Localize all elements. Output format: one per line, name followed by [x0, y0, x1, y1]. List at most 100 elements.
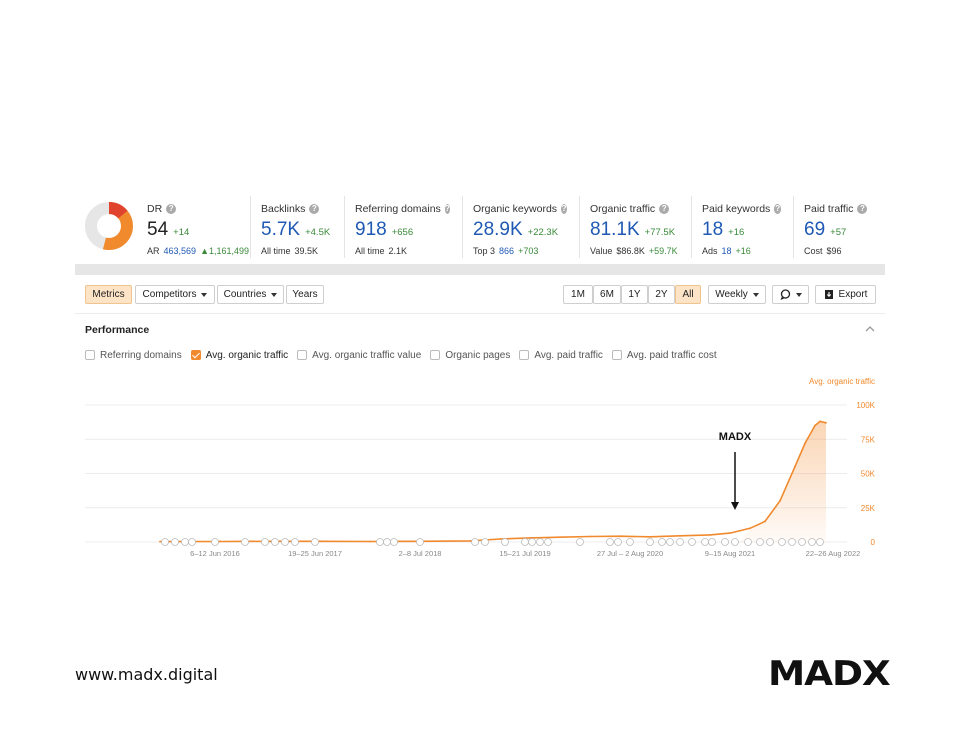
annotation-marker[interactable] [171, 538, 179, 546]
backlinks-value[interactable]: 5.7K [261, 219, 301, 240]
range-all[interactable]: All [675, 285, 701, 304]
range-1m[interactable]: 1M [563, 285, 593, 304]
checkbox-organic-pages[interactable]: Organic pages [430, 350, 510, 361]
annotation-marker[interactable] [766, 538, 774, 546]
annotation-marker[interactable] [788, 538, 796, 546]
checkbox-avg-paid-traffic-cost[interactable]: Avg. paid traffic cost [611, 350, 717, 361]
annotation-marker[interactable] [481, 538, 489, 546]
data-point [219, 540, 221, 543]
backlinks-sub-value: 39.5K [294, 246, 319, 256]
annotation-marker[interactable] [536, 538, 544, 546]
checkbox-box[interactable] [519, 350, 530, 360]
annotation-marker[interactable] [778, 538, 786, 546]
annotation-marker[interactable] [528, 538, 536, 546]
annotation-marker[interactable] [181, 538, 189, 546]
annotation-marker[interactable] [390, 538, 398, 546]
referring-domains-value[interactable]: 918 [355, 219, 387, 240]
annotation-marker[interactable] [701, 538, 709, 546]
annotation-marker[interactable] [501, 538, 509, 546]
annotation-marker[interactable] [666, 538, 674, 546]
annotation-marker[interactable] [688, 538, 696, 546]
organic-traffic-value[interactable]: 81.1K [590, 219, 640, 240]
annotation-marker[interactable] [676, 538, 684, 546]
checkbox-box[interactable] [297, 350, 308, 360]
top3-value[interactable]: 866 [499, 246, 515, 256]
chevron-up-icon[interactable] [864, 323, 876, 335]
annotation-marker[interactable] [614, 538, 622, 546]
checkbox-box-checked[interactable] [190, 350, 201, 360]
annotation-marker[interactable] [721, 538, 729, 546]
annotation-marker[interactable] [521, 538, 529, 546]
y-tick-label: 50K [861, 470, 876, 479]
annotation-marker[interactable] [311, 538, 319, 546]
paid-keywords-label: Paid keywords [702, 203, 771, 215]
organic-traffic-label: Organic traffic [590, 203, 656, 215]
interval-select[interactable]: Weekly [708, 285, 766, 304]
annotation-marker[interactable] [211, 538, 219, 546]
annotation-marker[interactable] [646, 538, 654, 546]
tab-years[interactable]: Years [286, 285, 324, 304]
range-all-label: All [682, 289, 694, 300]
range-6m[interactable]: 6M [593, 285, 621, 304]
annotation-marker[interactable] [161, 538, 169, 546]
annotation-marker[interactable] [416, 538, 424, 546]
annotation-marker[interactable] [798, 538, 806, 546]
help-icon[interactable]: ? [857, 204, 868, 214]
annotation-marker[interactable] [188, 538, 196, 546]
checkbox-box[interactable] [611, 350, 622, 360]
range-1y[interactable]: 1Y [621, 285, 648, 304]
organic-keywords-value[interactable]: 28.9K [473, 219, 523, 240]
annotation-marker[interactable] [731, 538, 739, 546]
checkbox-avg-paid-traffic[interactable]: Avg. paid traffic [519, 350, 603, 361]
annotation-marker[interactable] [281, 538, 289, 546]
ads-value[interactable]: 18 [721, 246, 732, 256]
annotation-marker[interactable] [471, 538, 479, 546]
export-button[interactable]: Export [815, 285, 876, 304]
metric-organic-keywords[interactable]: Organic keywords? 28.9K +22.3K Top 3 866 +7… [463, 196, 580, 258]
ar-value[interactable]: 463,569 [163, 246, 197, 256]
metric-dr[interactable]: DR? 54 +14 AR 463,569 ▲1,161,499 [137, 196, 251, 258]
annotation-marker[interactable] [708, 538, 716, 546]
paid-traffic-value[interactable]: 69 [804, 219, 826, 240]
metric-paid-keywords[interactable]: Paid keywords? 18 +16 Ads 18 +16 [692, 196, 794, 258]
checkbox-box[interactable] [85, 350, 95, 360]
annotation-marker[interactable] [271, 538, 279, 546]
annotation-marker[interactable] [816, 538, 824, 546]
annotation-marker[interactable] [658, 538, 666, 546]
annotation-marker[interactable] [383, 538, 391, 546]
annotation-marker[interactable] [291, 538, 299, 546]
checkbox-referring-domains[interactable]: Referring domains [85, 350, 182, 361]
tab-countries[interactable]: Countries [217, 285, 284, 304]
annotation-marker[interactable] [576, 538, 584, 546]
annotation-marker[interactable] [241, 538, 249, 546]
annotation-marker[interactable] [261, 538, 269, 546]
checkbox-avg-organic-traffic[interactable]: Avg. organic traffic [190, 350, 288, 361]
help-icon[interactable]: ? [659, 204, 670, 214]
annotation-marker[interactable] [544, 538, 552, 546]
annotation-marker[interactable] [744, 538, 752, 546]
annotation-marker[interactable] [756, 538, 764, 546]
help-icon[interactable]: ? [309, 204, 320, 214]
traffic-value-delta: +59.7K [648, 246, 678, 256]
metric-organic-traffic[interactable]: Organic traffic? 81.1K +77.5K Value $86.8K… [580, 196, 692, 258]
help-icon[interactable]: ? [444, 204, 450, 214]
checkbox-avg-organic-traffic-value[interactable]: Avg. organic traffic value [297, 350, 421, 361]
metric-backlinks[interactable]: Backlinks? 5.7K +4.5K All time 39.5K [251, 196, 345, 258]
help-icon[interactable]: ? [561, 204, 567, 214]
caret-down-icon [271, 292, 278, 297]
comment-button[interactable] [772, 285, 809, 304]
annotation-marker[interactable] [626, 538, 634, 546]
help-icon[interactable]: ? [166, 204, 177, 214]
help-icon[interactable]: ? [774, 204, 781, 214]
website-url[interactable]: www.madx.digital [75, 665, 218, 684]
tab-metrics[interactable]: Metrics [85, 285, 132, 304]
range-2y[interactable]: 2Y [648, 285, 675, 304]
annotation-marker[interactable] [808, 538, 816, 546]
metric-paid-traffic[interactable]: Paid traffic? 69 +57 Cost $96 [794, 196, 884, 258]
annotation-marker[interactable] [376, 538, 384, 546]
paid-keywords-value[interactable]: 18 [702, 219, 724, 240]
tab-competitors[interactable]: Competitors [135, 285, 215, 304]
annotation-marker[interactable] [606, 538, 614, 546]
metric-referring-domains[interactable]: Referring domains? 918 +656 All time 2.1K [345, 196, 463, 258]
checkbox-box[interactable] [430, 350, 441, 360]
